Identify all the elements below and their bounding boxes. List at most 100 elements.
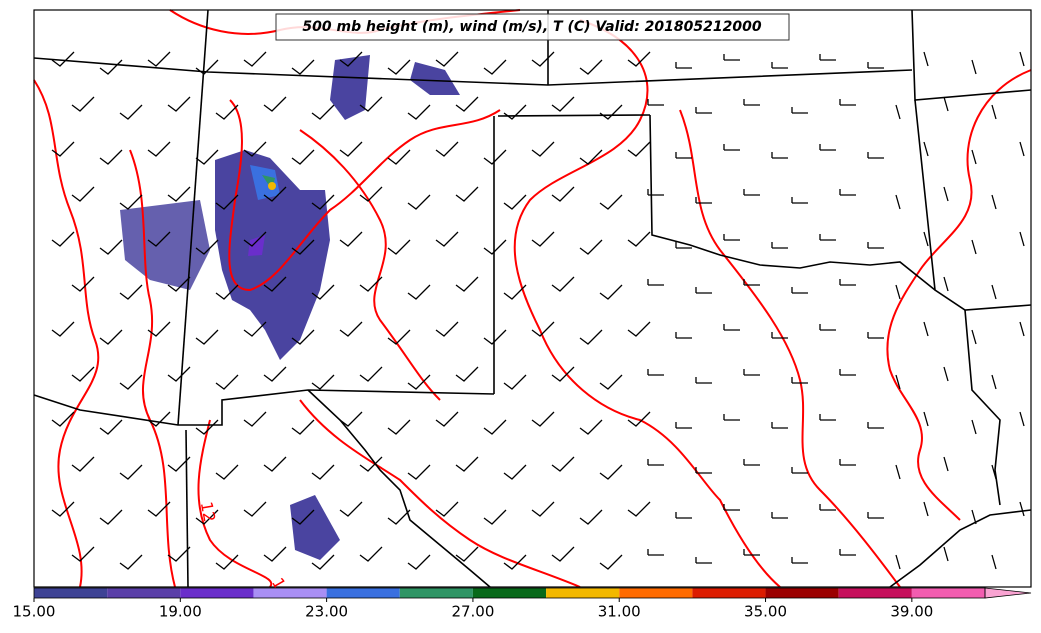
- wind-barb: [771, 512, 788, 519]
- wind-barb: [771, 152, 788, 159]
- wind-barb: [455, 276, 479, 292]
- wind-barb: [839, 549, 856, 556]
- wind-barb: [407, 464, 431, 480]
- wind-barb: [263, 546, 287, 562]
- wind-barb: [339, 411, 363, 427]
- wind-barb: [167, 186, 191, 202]
- wind-barb: [675, 422, 692, 429]
- wind-barb: [71, 456, 95, 472]
- colorbar-tick-label: 27.00: [451, 603, 494, 621]
- wind-barb: [551, 546, 575, 562]
- wind-barb: [147, 501, 171, 517]
- wind-barb: [99, 239, 123, 255]
- wind-barb: [195, 509, 219, 525]
- wind-barbs: [51, 51, 1025, 570]
- wind-barb: [531, 321, 555, 337]
- wind-barb: [215, 284, 239, 300]
- wind-barb: [791, 467, 808, 474]
- wind-barb: [923, 231, 929, 247]
- wind-barb: [483, 509, 507, 525]
- wind-barb: [579, 149, 603, 165]
- wind-barb: [71, 186, 95, 202]
- wind-barb: [119, 194, 143, 210]
- wind-barb: [791, 107, 808, 114]
- wind-barb: [943, 276, 949, 292]
- wind-barb: [263, 276, 287, 292]
- wind-barb: [551, 186, 575, 202]
- wind-barb: [943, 186, 949, 202]
- wind-barb: [387, 149, 411, 165]
- wind-barb: [819, 324, 836, 331]
- wind-barb: [551, 276, 575, 292]
- wind-barb: [215, 104, 239, 120]
- colorbar: 15.00 19.00 23.00 27.00 31.00 35.00 39.00: [13, 587, 1032, 621]
- wind-barb: [531, 231, 555, 247]
- wind-barb: [407, 284, 431, 300]
- colorbar-segment: [34, 588, 108, 598]
- wind-barb: [627, 321, 651, 337]
- wind-barb: [599, 194, 623, 210]
- colorbar-outline: [33, 587, 986, 599]
- wind-barb: [483, 59, 507, 75]
- wind-barb: [51, 231, 75, 247]
- wind-barb: [675, 242, 692, 249]
- wind-barb: [531, 411, 555, 427]
- wind-barb: [215, 194, 239, 210]
- wind-barb: [867, 242, 884, 249]
- wind-barb: [895, 284, 901, 300]
- colorbar-segment: [253, 588, 327, 598]
- wind-barb: [407, 554, 431, 570]
- wind-barb: [723, 54, 740, 61]
- colorbar-segment: [399, 588, 473, 598]
- wind-barb: [147, 321, 171, 337]
- colorbar-segment: [765, 588, 839, 598]
- wind-barb: [867, 62, 884, 69]
- wind-barb: [483, 329, 507, 345]
- state-borders: [33, 9, 1032, 588]
- wind-barb: [503, 284, 527, 300]
- wind-barb: [167, 276, 191, 292]
- wind-barb: [407, 104, 431, 120]
- wind-barb: [627, 141, 651, 157]
- wind-barb: [647, 369, 664, 376]
- wind-barb: [455, 96, 479, 112]
- wind-barb: [359, 456, 383, 472]
- wind-barb: [1019, 51, 1025, 67]
- wind-barb: [791, 287, 808, 294]
- wind-barb: [971, 59, 977, 75]
- wind-barb: [923, 51, 929, 67]
- wind-barb: [455, 546, 479, 562]
- wind-barb: [215, 554, 239, 570]
- wind-barb: [943, 456, 949, 472]
- wind-barb: [291, 59, 315, 75]
- wind-barb: [819, 54, 836, 61]
- colorbar-segment: [546, 588, 620, 598]
- wind-barb: [723, 234, 740, 241]
- wind-barb: [483, 419, 507, 435]
- wind-barb: [675, 152, 692, 159]
- wind-barb: [387, 239, 411, 255]
- wind-barb: [867, 512, 884, 519]
- wind-barb: [551, 96, 575, 112]
- wind-barb: [647, 99, 664, 106]
- wind-barb: [291, 149, 315, 165]
- wind-barb: [503, 104, 527, 120]
- wind-barb: [743, 189, 760, 196]
- wind-barb: [599, 464, 623, 480]
- wind-barb: [311, 194, 335, 210]
- colorbar-tick-label: 39.00: [890, 603, 933, 621]
- wind-barb: [743, 369, 760, 376]
- wind-barb: [991, 374, 997, 390]
- wind-barb: [675, 62, 692, 69]
- wind-barb: [1019, 321, 1025, 337]
- wind-barb: [339, 51, 363, 67]
- wind-barb: [71, 96, 95, 112]
- wind-barb: [743, 279, 760, 286]
- colorbar-tick-label: 31.00: [598, 603, 641, 621]
- wind-barb: [579, 59, 603, 75]
- colorbar-segment: [107, 588, 181, 598]
- wind-barb: [215, 374, 239, 390]
- wind-barb: [943, 96, 949, 112]
- wind-barb: [435, 51, 459, 67]
- wind-barb: [695, 107, 712, 114]
